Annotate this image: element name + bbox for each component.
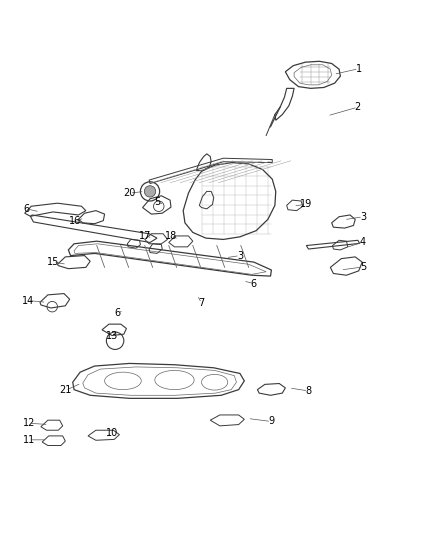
Text: 9: 9 bbox=[268, 416, 275, 426]
Text: 3: 3 bbox=[237, 251, 243, 261]
Text: 14: 14 bbox=[21, 296, 34, 305]
Text: 15: 15 bbox=[47, 257, 59, 267]
Text: 1: 1 bbox=[356, 64, 362, 74]
Text: 5: 5 bbox=[154, 197, 160, 207]
Text: 16: 16 bbox=[69, 216, 81, 226]
Text: 5: 5 bbox=[360, 262, 366, 272]
Text: 6: 6 bbox=[115, 308, 121, 318]
Text: 18: 18 bbox=[165, 230, 177, 240]
Text: 11: 11 bbox=[23, 435, 35, 445]
Text: 6: 6 bbox=[24, 204, 30, 214]
Text: 21: 21 bbox=[59, 385, 71, 395]
Text: 8: 8 bbox=[305, 386, 311, 396]
Text: 2: 2 bbox=[355, 102, 361, 112]
Text: 17: 17 bbox=[138, 230, 151, 240]
Text: 10: 10 bbox=[106, 429, 118, 438]
Text: 3: 3 bbox=[360, 212, 366, 222]
Text: 20: 20 bbox=[124, 188, 136, 198]
Text: 7: 7 bbox=[198, 298, 205, 308]
Text: 4: 4 bbox=[360, 237, 366, 247]
Circle shape bbox=[145, 185, 155, 197]
Text: 6: 6 bbox=[251, 279, 257, 288]
Text: 13: 13 bbox=[106, 332, 118, 341]
Text: 19: 19 bbox=[300, 199, 312, 209]
Text: 12: 12 bbox=[23, 418, 35, 428]
